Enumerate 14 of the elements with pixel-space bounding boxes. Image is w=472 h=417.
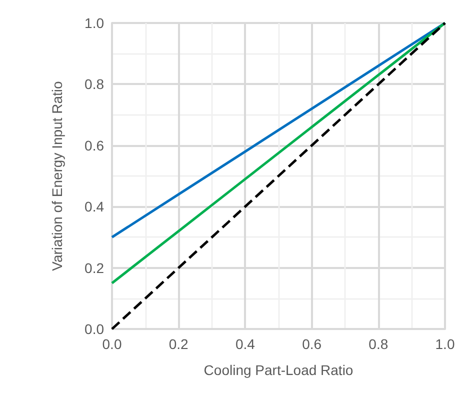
x-tick-label: 0.8 xyxy=(368,336,388,352)
x-tick-label: 0.4 xyxy=(235,336,256,352)
x-tick-label: 0.6 xyxy=(302,336,322,352)
x-axis-title: Cooling Part-Load Ratio xyxy=(204,362,354,378)
y-axis-title: Variation of Energy Input Ratio xyxy=(49,80,65,271)
y-tick-label: 0.2 xyxy=(84,260,104,276)
y-tick-label: 0.0 xyxy=(84,321,104,337)
y-tick-label: 0.8 xyxy=(84,76,104,92)
x-tick-label: 1.0 xyxy=(435,336,455,352)
x-tick-label: 0.0 xyxy=(102,336,122,352)
y-tick-label: 1.0 xyxy=(84,15,104,31)
y-tick-label: 0.4 xyxy=(84,198,104,215)
x-tick-label: 0.2 xyxy=(168,336,189,352)
y-tick-label: 0.6 xyxy=(84,137,104,154)
